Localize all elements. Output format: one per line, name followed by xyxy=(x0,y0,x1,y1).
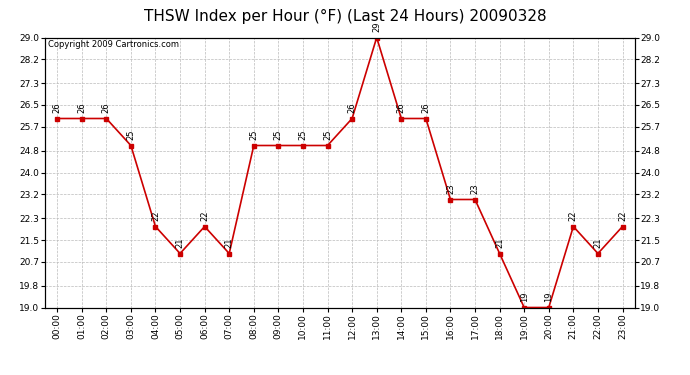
Text: 23: 23 xyxy=(446,183,455,194)
Text: 22: 22 xyxy=(618,210,627,221)
Text: 25: 25 xyxy=(299,129,308,140)
Text: 25: 25 xyxy=(249,129,258,140)
Text: 21: 21 xyxy=(495,237,504,248)
Text: 26: 26 xyxy=(52,102,61,113)
Text: 26: 26 xyxy=(102,102,111,113)
Text: 21: 21 xyxy=(593,237,602,248)
Text: 19: 19 xyxy=(544,291,553,302)
Text: 26: 26 xyxy=(397,102,406,113)
Text: THSW Index per Hour (°F) (Last 24 Hours) 20090328: THSW Index per Hour (°F) (Last 24 Hours)… xyxy=(144,9,546,24)
Text: 25: 25 xyxy=(126,129,135,140)
Text: 21: 21 xyxy=(175,237,184,248)
Text: 26: 26 xyxy=(348,102,357,113)
Text: 22: 22 xyxy=(200,210,209,221)
Text: 26: 26 xyxy=(422,102,431,113)
Text: 22: 22 xyxy=(569,210,578,221)
Text: 25: 25 xyxy=(274,129,283,140)
Text: 23: 23 xyxy=(471,183,480,194)
Text: 25: 25 xyxy=(323,129,332,140)
Text: 19: 19 xyxy=(520,291,529,302)
Text: Copyright 2009 Cartronics.com: Copyright 2009 Cartronics.com xyxy=(48,40,179,49)
Text: 22: 22 xyxy=(151,210,160,221)
Text: 21: 21 xyxy=(225,237,234,248)
Text: 26: 26 xyxy=(77,102,86,113)
Text: 29: 29 xyxy=(372,21,381,32)
